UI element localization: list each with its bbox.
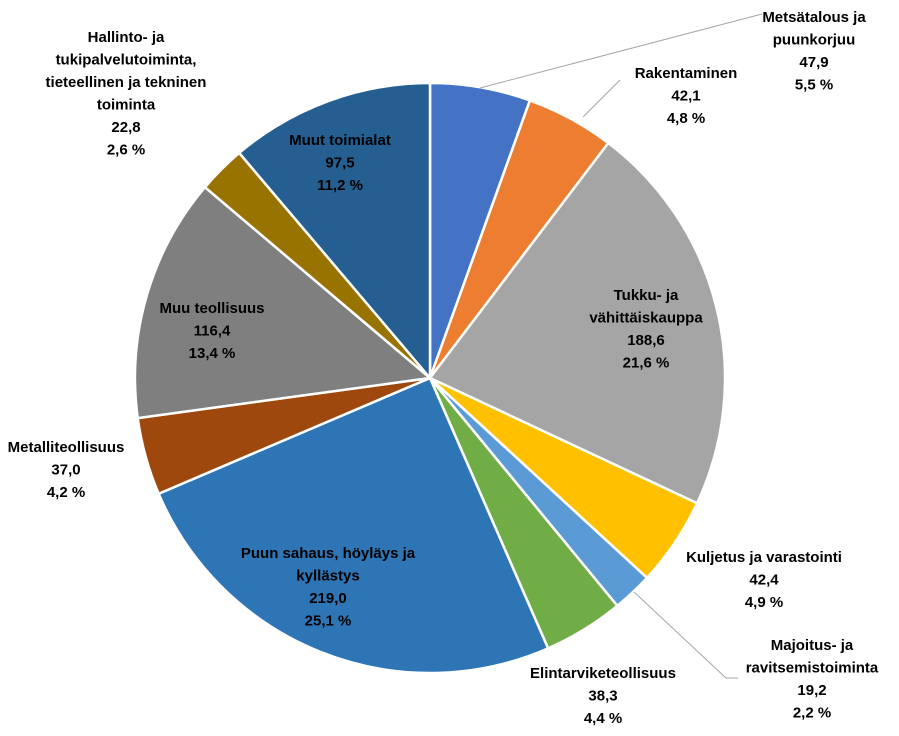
slice-label-2: Rakentaminen 42,1 4,8 %: [635, 65, 738, 127]
slice-label-8: Metalliteollisuus 37,0 4,2 %: [8, 439, 125, 501]
pie-slice-7: [157, 376, 550, 675]
pie-slice-3: [428, 141, 727, 505]
leader-line-5: [633, 591, 738, 679]
pie-slice-9: [133, 185, 433, 420]
leader-lines: [479, 13, 763, 679]
slice-label-7: Puun sahaus, höyläys ja kyllästys 219,0 25,…: [241, 545, 416, 630]
slice-label-5: Majoitus- ja ravitsemistoiminta 19,2 2,2 %: [746, 637, 879, 722]
slice-label-4: Kuljetus ja varastointi 42,4 4,9 %: [686, 549, 842, 611]
slice-label-11: Muut toimialat 97,5 11,2 %: [289, 132, 391, 194]
pie-slices: [133, 81, 727, 675]
slice-labels: Metsätalous ja puunkorjuu 47,9 5,5 % Rakenta…: [8, 9, 879, 727]
slice-label-1: Metsätalous ja puunkorjuu 47,9 5,5 %: [762, 9, 866, 94]
leader-line-2: [582, 79, 621, 118]
leader-line-1: [479, 13, 763, 89]
pie-slice-11: [237, 81, 432, 382]
slice-label-6: Elintarviketeollisuus 38,3 4,4 %: [530, 665, 676, 727]
slice-label-10: Hallinto- ja tukipalvelutoiminta, tieteell…: [46, 29, 207, 159]
slice-label-3: Tukku- ja vähittäiskauppa 188,6 21,6 %: [589, 287, 703, 372]
slice-label-9: Muu teollisuus 116,4 13,4 %: [160, 300, 265, 362]
